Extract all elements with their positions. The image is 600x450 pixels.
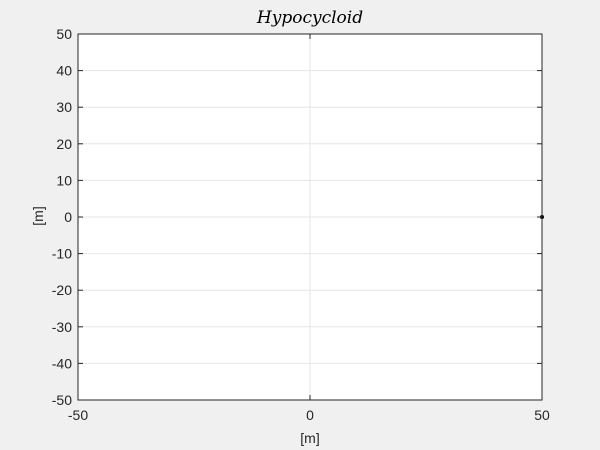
- chart-title: Hypocycloid: [256, 8, 363, 28]
- y-tick-label: 50: [56, 26, 72, 42]
- y-axis-label: [m]: [30, 206, 46, 225]
- x-tick-label: 0: [306, 407, 314, 423]
- grid-lines: [78, 34, 542, 400]
- y-tick-label: -10: [52, 246, 72, 262]
- y-tick-label: 40: [56, 63, 72, 79]
- x-tick-label: -50: [68, 407, 88, 423]
- y-tick-label: 10: [56, 172, 72, 188]
- x-axis-label: [m]: [300, 430, 319, 446]
- y-tick-label: -50: [52, 392, 72, 408]
- y-tick-label: 20: [56, 136, 72, 152]
- ticks: -50 -40 -30 -20 -10 0 10 20 30 40 50 -50 0 50: [52, 26, 550, 423]
- y-tick-label: -40: [52, 355, 72, 371]
- y-tick-label: 0: [64, 209, 72, 225]
- y-tick-label: 30: [56, 99, 72, 115]
- y-tick-label: -20: [52, 282, 72, 298]
- y-tick-label: -30: [52, 319, 72, 335]
- x-tick-label: 50: [534, 407, 550, 423]
